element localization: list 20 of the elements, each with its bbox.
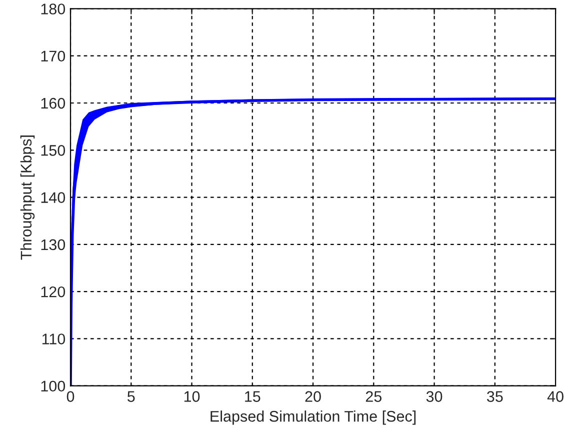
- x-axis-title: Elapsed Simulation Time [Sec]: [210, 410, 416, 425]
- x-tick-label: 20: [305, 391, 321, 402]
- x-tick-label: 40: [547, 391, 564, 402]
- y-tick-label: 100: [41, 380, 66, 392]
- y-tick-label: 150: [41, 145, 66, 156]
- x-tick-label: 5: [127, 391, 135, 402]
- y-tick-label: 140: [41, 192, 66, 203]
- y-tick-label: 160: [41, 98, 66, 109]
- x-tick-label: 25: [366, 391, 382, 402]
- x-tick-label: 10: [184, 391, 200, 402]
- y-axis-title: Throughput [Kbps]: [20, 136, 35, 260]
- x-tick-label: 15: [245, 391, 260, 402]
- y-tick-label: 180: [41, 4, 66, 14]
- x-tick-label: 30: [426, 391, 442, 402]
- y-tick-label: 110: [42, 334, 66, 344]
- x-tick-label: 35: [486, 391, 503, 402]
- y-tick-label: 120: [41, 286, 66, 298]
- y-tick-label: 130: [41, 239, 66, 250]
- x-tick-label: 0: [66, 391, 74, 402]
- y-tick-label: 170: [41, 50, 66, 62]
